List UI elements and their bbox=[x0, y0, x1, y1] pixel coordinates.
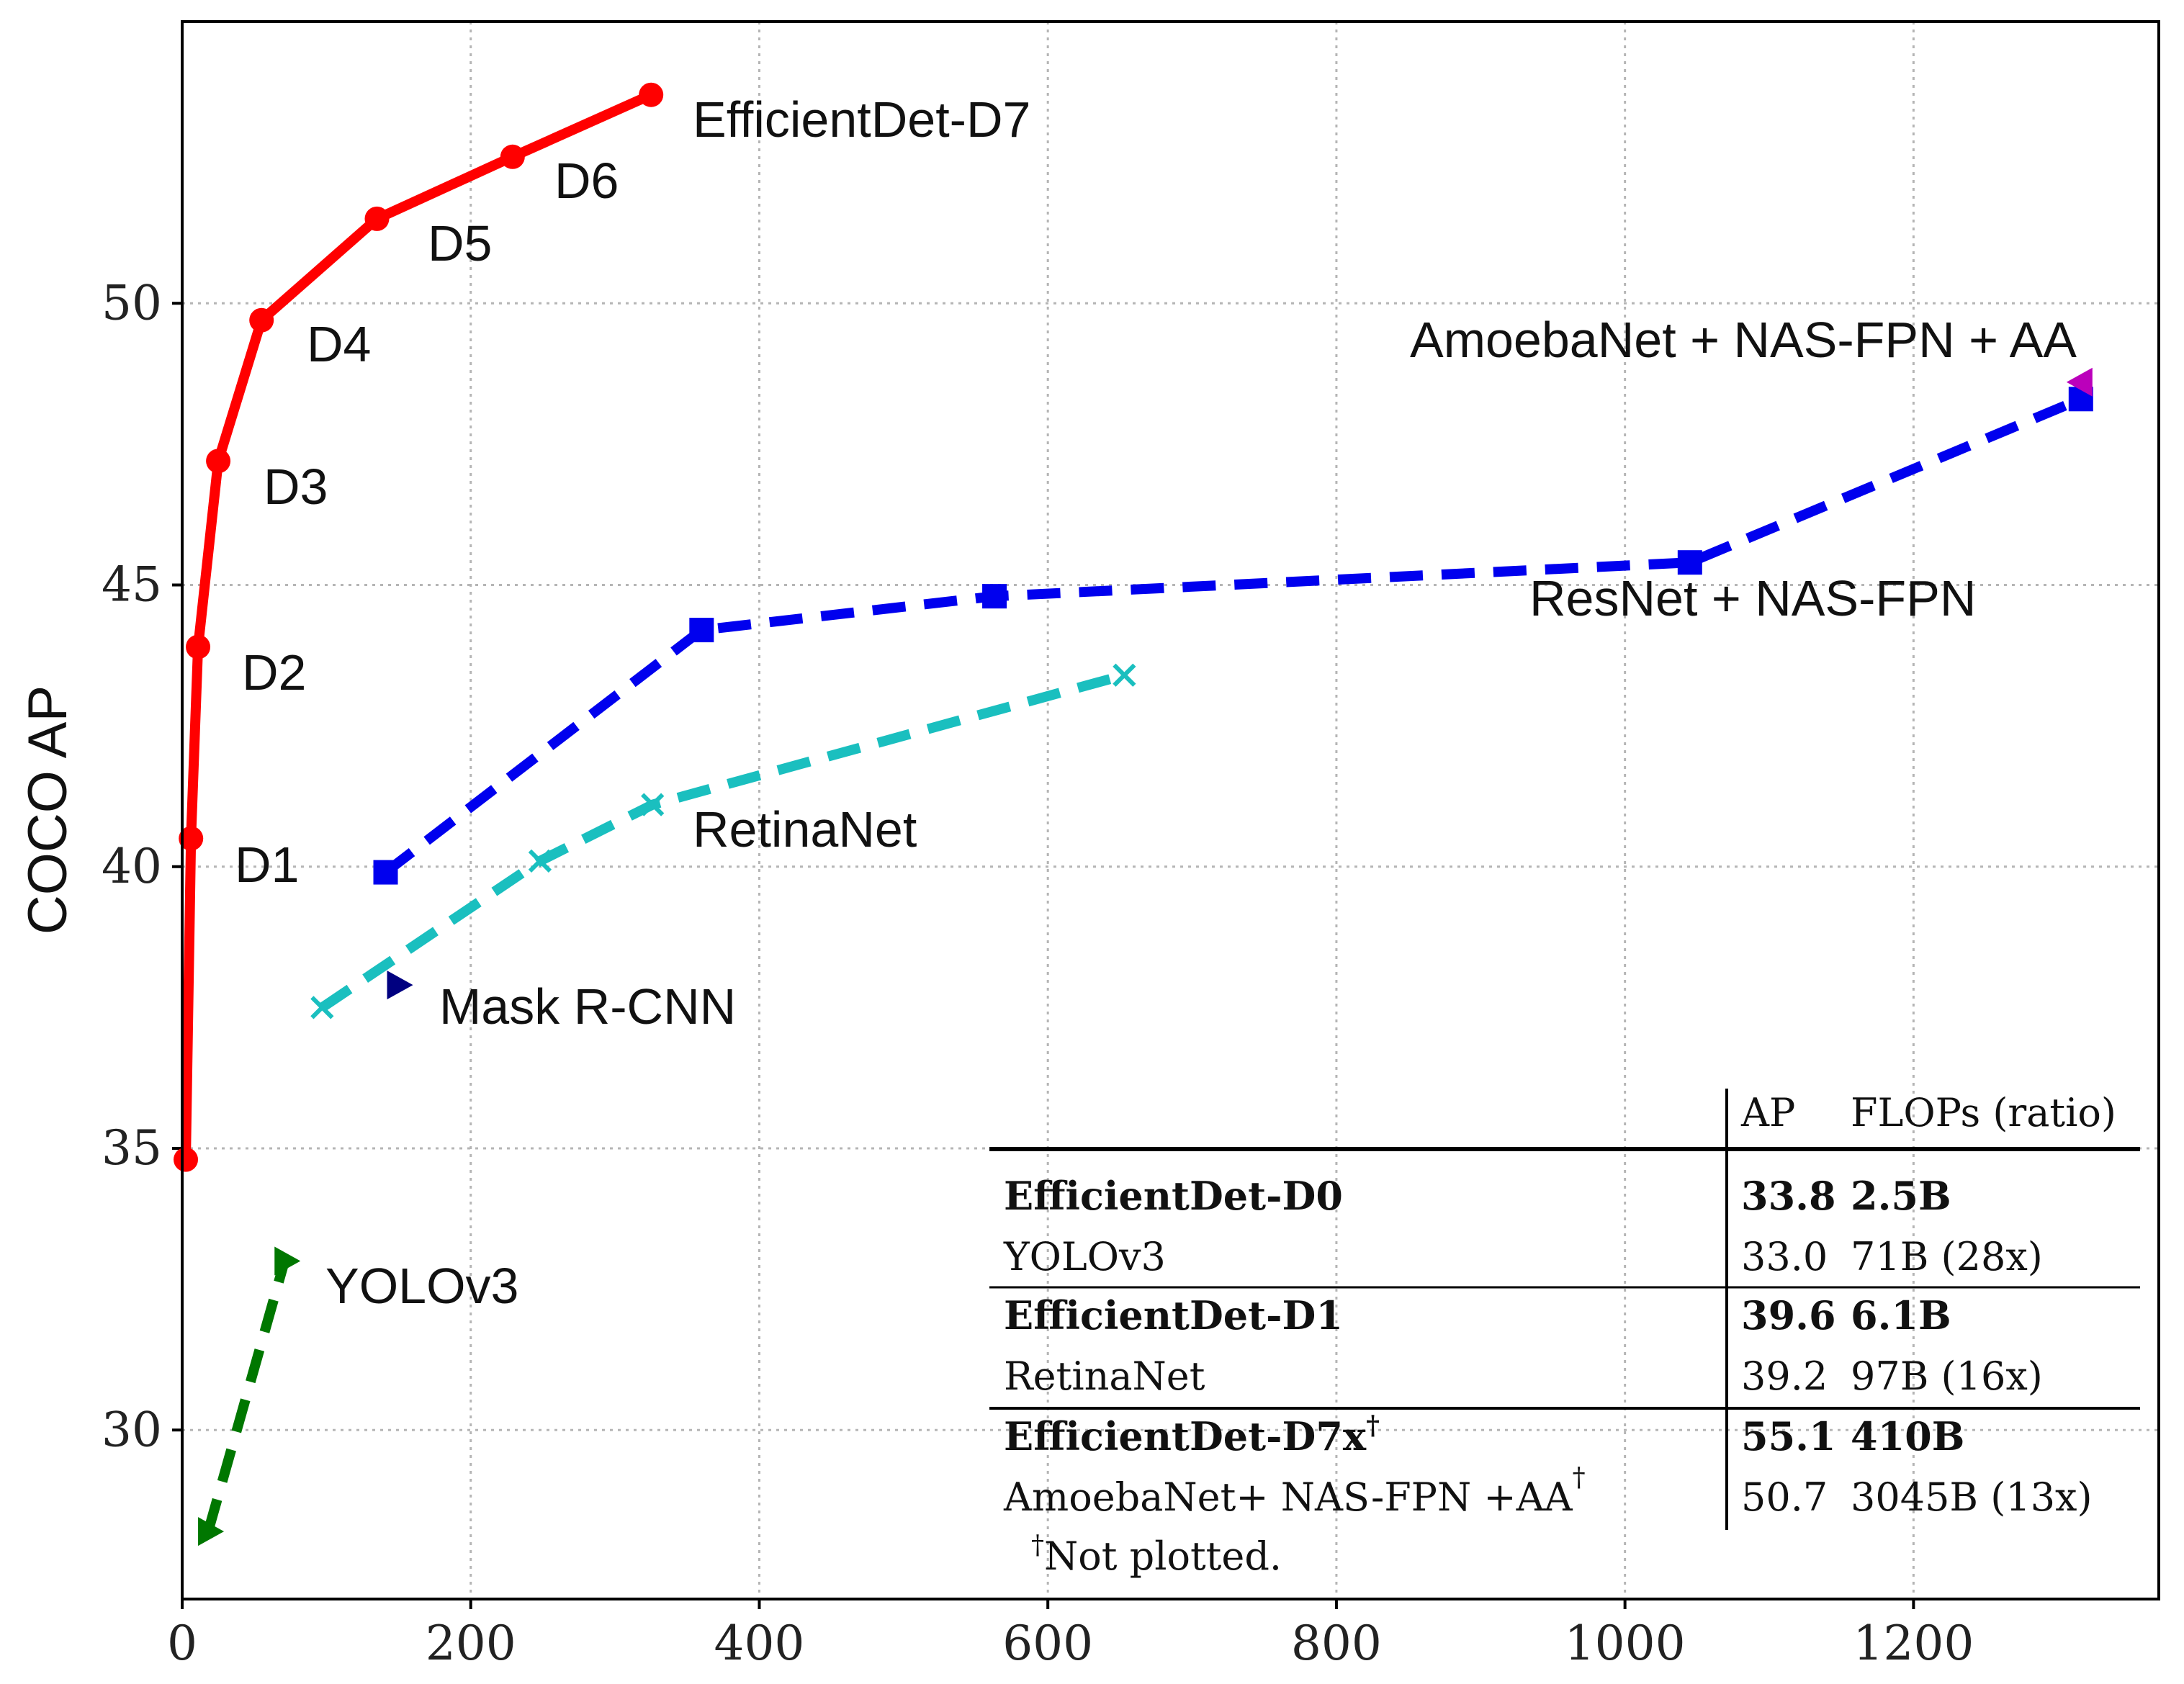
data-point bbox=[528, 849, 552, 873]
series-line bbox=[181, 90, 654, 1160]
y-tick-label: 30 bbox=[102, 1402, 162, 1457]
table-row-flops: 3045B (13x) bbox=[1851, 1474, 2093, 1520]
series-resnet-nas-fpn bbox=[373, 387, 2093, 885]
data-point bbox=[641, 793, 665, 816]
table-row-ap: 39.2 bbox=[1741, 1354, 1828, 1399]
data-point bbox=[1677, 550, 1702, 575]
table-row-model: AmoebaNet+ NAS-FPN +AA† bbox=[1003, 1463, 1586, 1520]
data-point bbox=[2066, 367, 2093, 397]
label-d4: D4 bbox=[307, 316, 371, 372]
data-point bbox=[364, 206, 390, 231]
y-tick-label: 50 bbox=[102, 275, 162, 330]
x-tick-label: 1000 bbox=[1565, 1616, 1686, 1671]
data-point bbox=[373, 860, 398, 885]
label-mask-rcnn: Mask R-CNN bbox=[439, 978, 736, 1035]
series-mask-r-cnn bbox=[387, 971, 413, 1000]
table-row-model-text: EfficientDet-D7x bbox=[1004, 1413, 1367, 1459]
dagger-mark: † bbox=[1366, 1410, 1380, 1441]
label-d3: D3 bbox=[264, 459, 328, 515]
table-row-ap: 50.7 bbox=[1741, 1474, 1828, 1520]
label-d6: D6 bbox=[554, 153, 619, 209]
data-point bbox=[186, 634, 211, 659]
y-axis-label: COCO AP bbox=[17, 685, 78, 935]
series-line bbox=[203, 1259, 289, 1534]
data-point bbox=[387, 971, 413, 1000]
table-row-flops: 410B bbox=[1851, 1413, 1964, 1459]
table-row-model: RetinaNet bbox=[1004, 1354, 1205, 1399]
x-tick-label: 400 bbox=[714, 1616, 804, 1671]
table-row-flops: 97B (16x) bbox=[1851, 1354, 2043, 1399]
table-row-flops: 71B (28x) bbox=[1851, 1234, 2043, 1279]
table-footnote-text: Not plotted. bbox=[1044, 1534, 1282, 1579]
table-row-ap: 33.8 bbox=[1741, 1173, 1836, 1219]
data-point bbox=[639, 82, 664, 107]
table-row-ap: 39.6 bbox=[1741, 1292, 1836, 1338]
table-footnote: †Not plotted. bbox=[1031, 1531, 1282, 1579]
data-point bbox=[310, 996, 334, 1019]
table-row-flops: 6.1B bbox=[1851, 1292, 1951, 1338]
data-point bbox=[500, 144, 525, 169]
table-row-model: EfficientDet-D1 bbox=[1004, 1292, 1343, 1338]
table-row-ap: 55.1 bbox=[1741, 1413, 1836, 1459]
table-row-model: EfficientDet-D7x† bbox=[1004, 1410, 1380, 1459]
y-axis-ticks: 30 35 40 45 50 bbox=[102, 275, 182, 1457]
y-tick-label: 45 bbox=[102, 557, 162, 613]
series-retinanet bbox=[310, 663, 1136, 1019]
label-yolov3: YOLOv3 bbox=[325, 1258, 518, 1314]
dagger-mark: † bbox=[1573, 1463, 1586, 1492]
label-d5: D5 bbox=[428, 215, 492, 271]
x-tick-label: 800 bbox=[1291, 1616, 1382, 1671]
label-amoebanet: AmoebaNet + NAS-FPN + AA bbox=[1410, 312, 2077, 368]
label-retinanet: RetinaNet bbox=[693, 801, 917, 857]
data-point bbox=[274, 1246, 301, 1276]
data-point bbox=[179, 826, 204, 851]
data-point bbox=[206, 449, 231, 474]
label-d1: D1 bbox=[235, 837, 299, 893]
y-tick-label: 40 bbox=[102, 839, 162, 894]
label-efficientdet-d7: EfficientDet-D7 bbox=[693, 91, 1030, 148]
data-point bbox=[174, 1147, 199, 1172]
table-row-ap: 33.0 bbox=[1741, 1234, 1828, 1279]
series-layer bbox=[174, 82, 2093, 1546]
plot-frame bbox=[181, 20, 2160, 1600]
data-point bbox=[198, 1517, 225, 1546]
data-point bbox=[1113, 663, 1136, 687]
data-point bbox=[249, 307, 274, 333]
table-row-flops: 2.5B bbox=[1851, 1173, 1951, 1219]
table-row-model: EfficientDet-D0 bbox=[1004, 1173, 1343, 1219]
data-point bbox=[689, 618, 714, 643]
dagger-mark: † bbox=[1031, 1531, 1044, 1560]
x-tick-label: 200 bbox=[426, 1616, 516, 1671]
comparison-table: AP FLOPs (ratio) EfficientDet-D0 33.8 2.… bbox=[989, 1089, 2140, 1579]
table-row-model-text: AmoebaNet+ NAS-FPN +AA bbox=[1003, 1474, 1573, 1520]
series-efficientdet bbox=[174, 82, 664, 1172]
x-tick-label: 1200 bbox=[1853, 1616, 1974, 1671]
grid-layer bbox=[182, 22, 2159, 1599]
table-header-ap: AP bbox=[1740, 1090, 1795, 1135]
x-tick-label: 600 bbox=[1002, 1616, 1093, 1671]
table-row-model: YOLOv3 bbox=[1003, 1234, 1166, 1279]
series-line bbox=[319, 670, 1126, 1012]
label-resnet-nasfpn: ResNet + NAS-FPN bbox=[1529, 570, 1976, 626]
x-axis-ticks: 0 200 400 600 800 1000 1200 bbox=[167, 1599, 1974, 1671]
x-tick-label: 0 bbox=[167, 1616, 197, 1671]
series-amoebanet-nas-fpn-aa bbox=[2066, 367, 2093, 397]
y-tick-label: 35 bbox=[102, 1120, 162, 1176]
data-point bbox=[982, 584, 1007, 609]
series-line bbox=[382, 394, 2083, 877]
table-header-flops: FLOPs (ratio) bbox=[1851, 1090, 2116, 1135]
series-yolov3 bbox=[198, 1246, 301, 1546]
label-d2: D2 bbox=[242, 644, 306, 701]
